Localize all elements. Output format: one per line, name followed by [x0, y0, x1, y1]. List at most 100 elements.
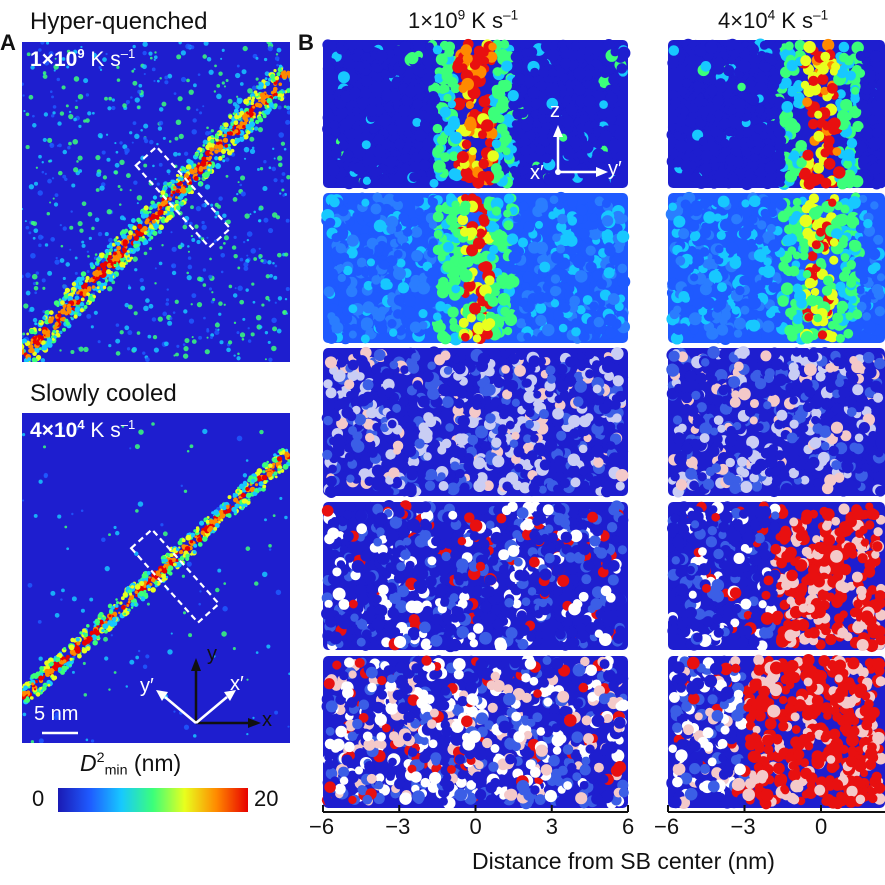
atom: [589, 302, 598, 311]
panel-b-atom-maps: [0, 0, 885, 885]
atom: [573, 67, 586, 80]
atom: [831, 62, 840, 71]
atom: [404, 130, 412, 138]
atom: [496, 114, 505, 123]
atom: [347, 235, 359, 247]
atom-map-panel: [667, 38, 885, 190]
atom-map-panel: [321, 192, 630, 345]
atom: [465, 116, 476, 127]
atom: [548, 68, 557, 77]
atom: [461, 78, 474, 91]
atom: [338, 206, 349, 217]
atom: [419, 176, 429, 186]
atom: [343, 266, 352, 275]
atom: [528, 242, 540, 254]
atom: [523, 333, 531, 341]
atom: [611, 84, 620, 93]
atom: [460, 44, 472, 56]
atom: [385, 156, 397, 168]
atom: [411, 227, 422, 238]
atom: [523, 221, 534, 232]
atom: [433, 211, 444, 222]
atom: [734, 329, 742, 337]
atom: [688, 54, 696, 62]
atom: [409, 217, 419, 227]
atom: [746, 139, 755, 148]
atom: [808, 76, 818, 86]
atom: [394, 139, 405, 150]
atom: [709, 179, 719, 189]
atom: [700, 61, 711, 72]
atom: [617, 230, 630, 243]
atom: [409, 172, 419, 182]
atom: [434, 230, 443, 239]
atom: [378, 306, 387, 315]
atom: [336, 243, 346, 253]
atom: [785, 170, 797, 182]
atom: [670, 97, 681, 108]
atom: [539, 262, 550, 273]
atom: [701, 150, 713, 162]
atom: [776, 136, 787, 147]
atom: [460, 269, 473, 282]
atom: [496, 275, 507, 286]
atom: [492, 206, 501, 215]
atom: [800, 168, 811, 179]
atom: [560, 58, 571, 69]
atom: [429, 221, 437, 229]
atom: [460, 227, 470, 237]
atom: [374, 244, 383, 253]
atom: [590, 229, 601, 240]
atom: [430, 179, 439, 188]
atom: [362, 140, 371, 149]
atom: [723, 65, 734, 76]
atom: [380, 260, 390, 270]
atom: [721, 139, 730, 148]
atom: [707, 85, 718, 96]
atom: [353, 162, 365, 174]
atom: [846, 71, 856, 81]
atom: [730, 50, 739, 59]
atom: [510, 265, 520, 275]
atom: [519, 201, 528, 210]
atom: [455, 57, 463, 65]
atom: [479, 96, 491, 108]
atom: [833, 166, 845, 178]
atom: [851, 87, 859, 95]
atom: [461, 167, 473, 179]
atom: [384, 281, 393, 290]
atom: [518, 298, 527, 307]
atom: [753, 146, 762, 155]
atom: [393, 309, 403, 319]
atom: [547, 49, 560, 62]
atom: [693, 81, 702, 90]
atom: [393, 194, 401, 202]
atom: [693, 148, 702, 157]
atom: [387, 319, 396, 328]
atom: [330, 120, 339, 129]
atom: [597, 279, 607, 289]
atom: [542, 324, 555, 337]
atom: [484, 275, 494, 285]
atom: [768, 56, 777, 65]
atom: [571, 327, 581, 337]
atom: [699, 137, 708, 146]
atom: [443, 94, 451, 102]
atom: [850, 94, 860, 104]
atom: [473, 237, 485, 249]
atom: [508, 90, 519, 101]
atom: [738, 60, 751, 73]
atom: [461, 333, 470, 342]
atom: [690, 326, 699, 335]
atom: [458, 257, 467, 266]
atom: [548, 211, 556, 219]
atom: [843, 329, 853, 339]
atom: [480, 261, 492, 273]
atom: [457, 214, 468, 225]
atom: [433, 312, 442, 321]
atom: [485, 318, 495, 328]
atom: [729, 136, 738, 145]
atom: [814, 111, 822, 119]
atom: [336, 264, 344, 272]
atom: [840, 99, 852, 111]
